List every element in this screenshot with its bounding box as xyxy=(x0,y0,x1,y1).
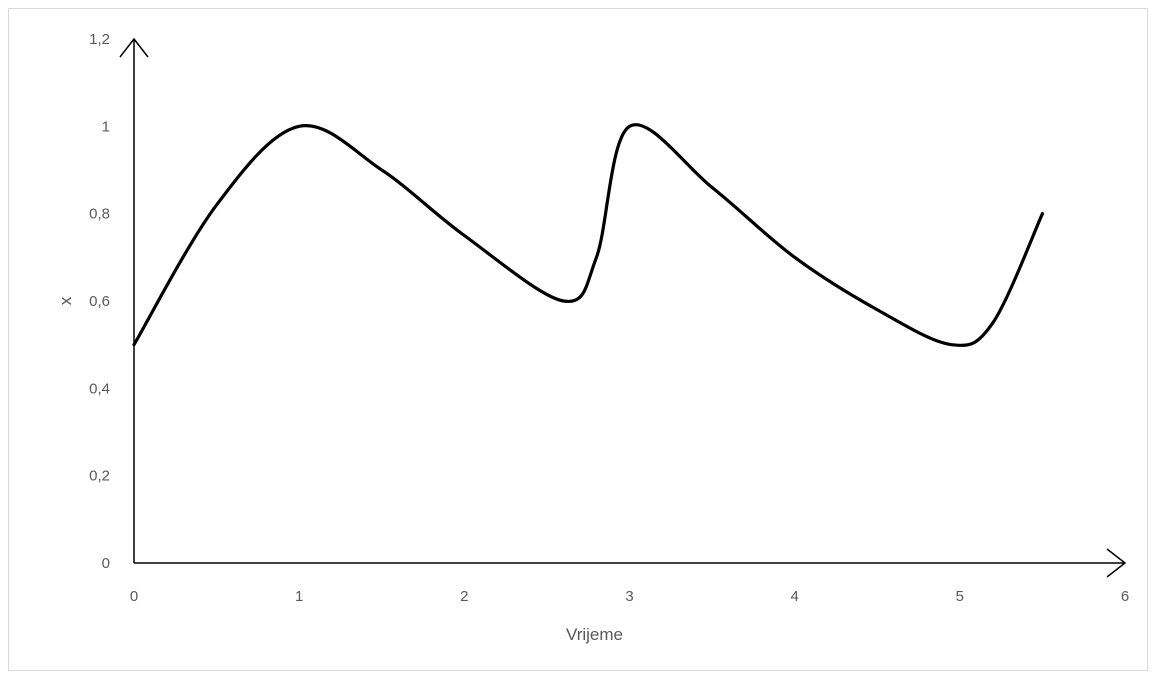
y-tick-label: 1 xyxy=(102,118,110,135)
y-axis-ticks: 0 0,2 0,4 0,6 0,8 1 1,2 xyxy=(89,31,110,572)
y-tick-label: 0 xyxy=(102,555,110,572)
x-tick-label: 2 xyxy=(460,588,468,605)
x-axis-arrow xyxy=(1106,548,1127,578)
y-tick-label: 0,6 xyxy=(89,293,110,310)
y-axis-arrow xyxy=(119,37,149,58)
x-axis-title: Vrijeme xyxy=(566,625,623,644)
y-axis-title: x xyxy=(56,296,75,305)
x-tick-label: 4 xyxy=(790,588,798,605)
x-axis-ticks: 0 1 2 3 4 5 6 xyxy=(130,588,1129,605)
chart-frame xyxy=(8,8,1148,671)
x-tick-label: 3 xyxy=(625,588,633,605)
y-tick-label: 0,4 xyxy=(89,380,110,397)
x-tick-label: 6 xyxy=(1121,588,1129,605)
series-line xyxy=(132,123,1045,347)
y-tick-label: 0,2 xyxy=(89,468,110,485)
series-layer xyxy=(132,123,1045,347)
x-tick-label: 5 xyxy=(956,588,964,605)
x-tick-label: 0 xyxy=(130,588,138,605)
y-tick-label: 1,2 xyxy=(89,31,110,48)
x-tick-label: 1 xyxy=(295,588,303,605)
y-tick-label: 0,8 xyxy=(89,206,110,223)
axes xyxy=(119,37,1127,578)
